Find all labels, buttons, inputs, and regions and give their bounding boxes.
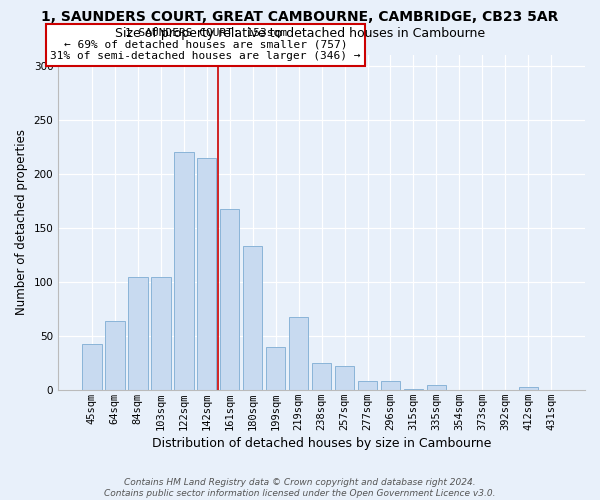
Bar [358,381,377,390]
Bar [518,386,538,390]
Bar [312,363,331,390]
Text: Contains HM Land Registry data © Crown copyright and database right 2024.
Contai: Contains HM Land Registry data © Crown c… [104,478,496,498]
Bar [174,152,194,390]
Bar [82,344,101,390]
Bar [266,346,286,390]
Text: 1 SAUNDERS COURT: 153sqm
← 69% of detached houses are smaller (757)
31% of semi-: 1 SAUNDERS COURT: 153sqm ← 69% of detach… [50,28,361,62]
Bar [289,318,308,390]
Bar [335,366,355,390]
Bar [197,158,217,390]
Bar [105,320,125,390]
Bar [243,246,262,390]
Text: Size of property relative to detached houses in Cambourne: Size of property relative to detached ho… [115,28,485,40]
Bar [404,388,423,390]
Bar [220,210,239,390]
Bar [381,381,400,390]
Bar [151,278,170,390]
Bar [128,278,148,390]
Y-axis label: Number of detached properties: Number of detached properties [15,130,28,316]
Text: 1, SAUNDERS COURT, GREAT CAMBOURNE, CAMBRIDGE, CB23 5AR: 1, SAUNDERS COURT, GREAT CAMBOURNE, CAMB… [41,10,559,24]
Bar [427,386,446,390]
X-axis label: Distribution of detached houses by size in Cambourne: Distribution of detached houses by size … [152,437,491,450]
